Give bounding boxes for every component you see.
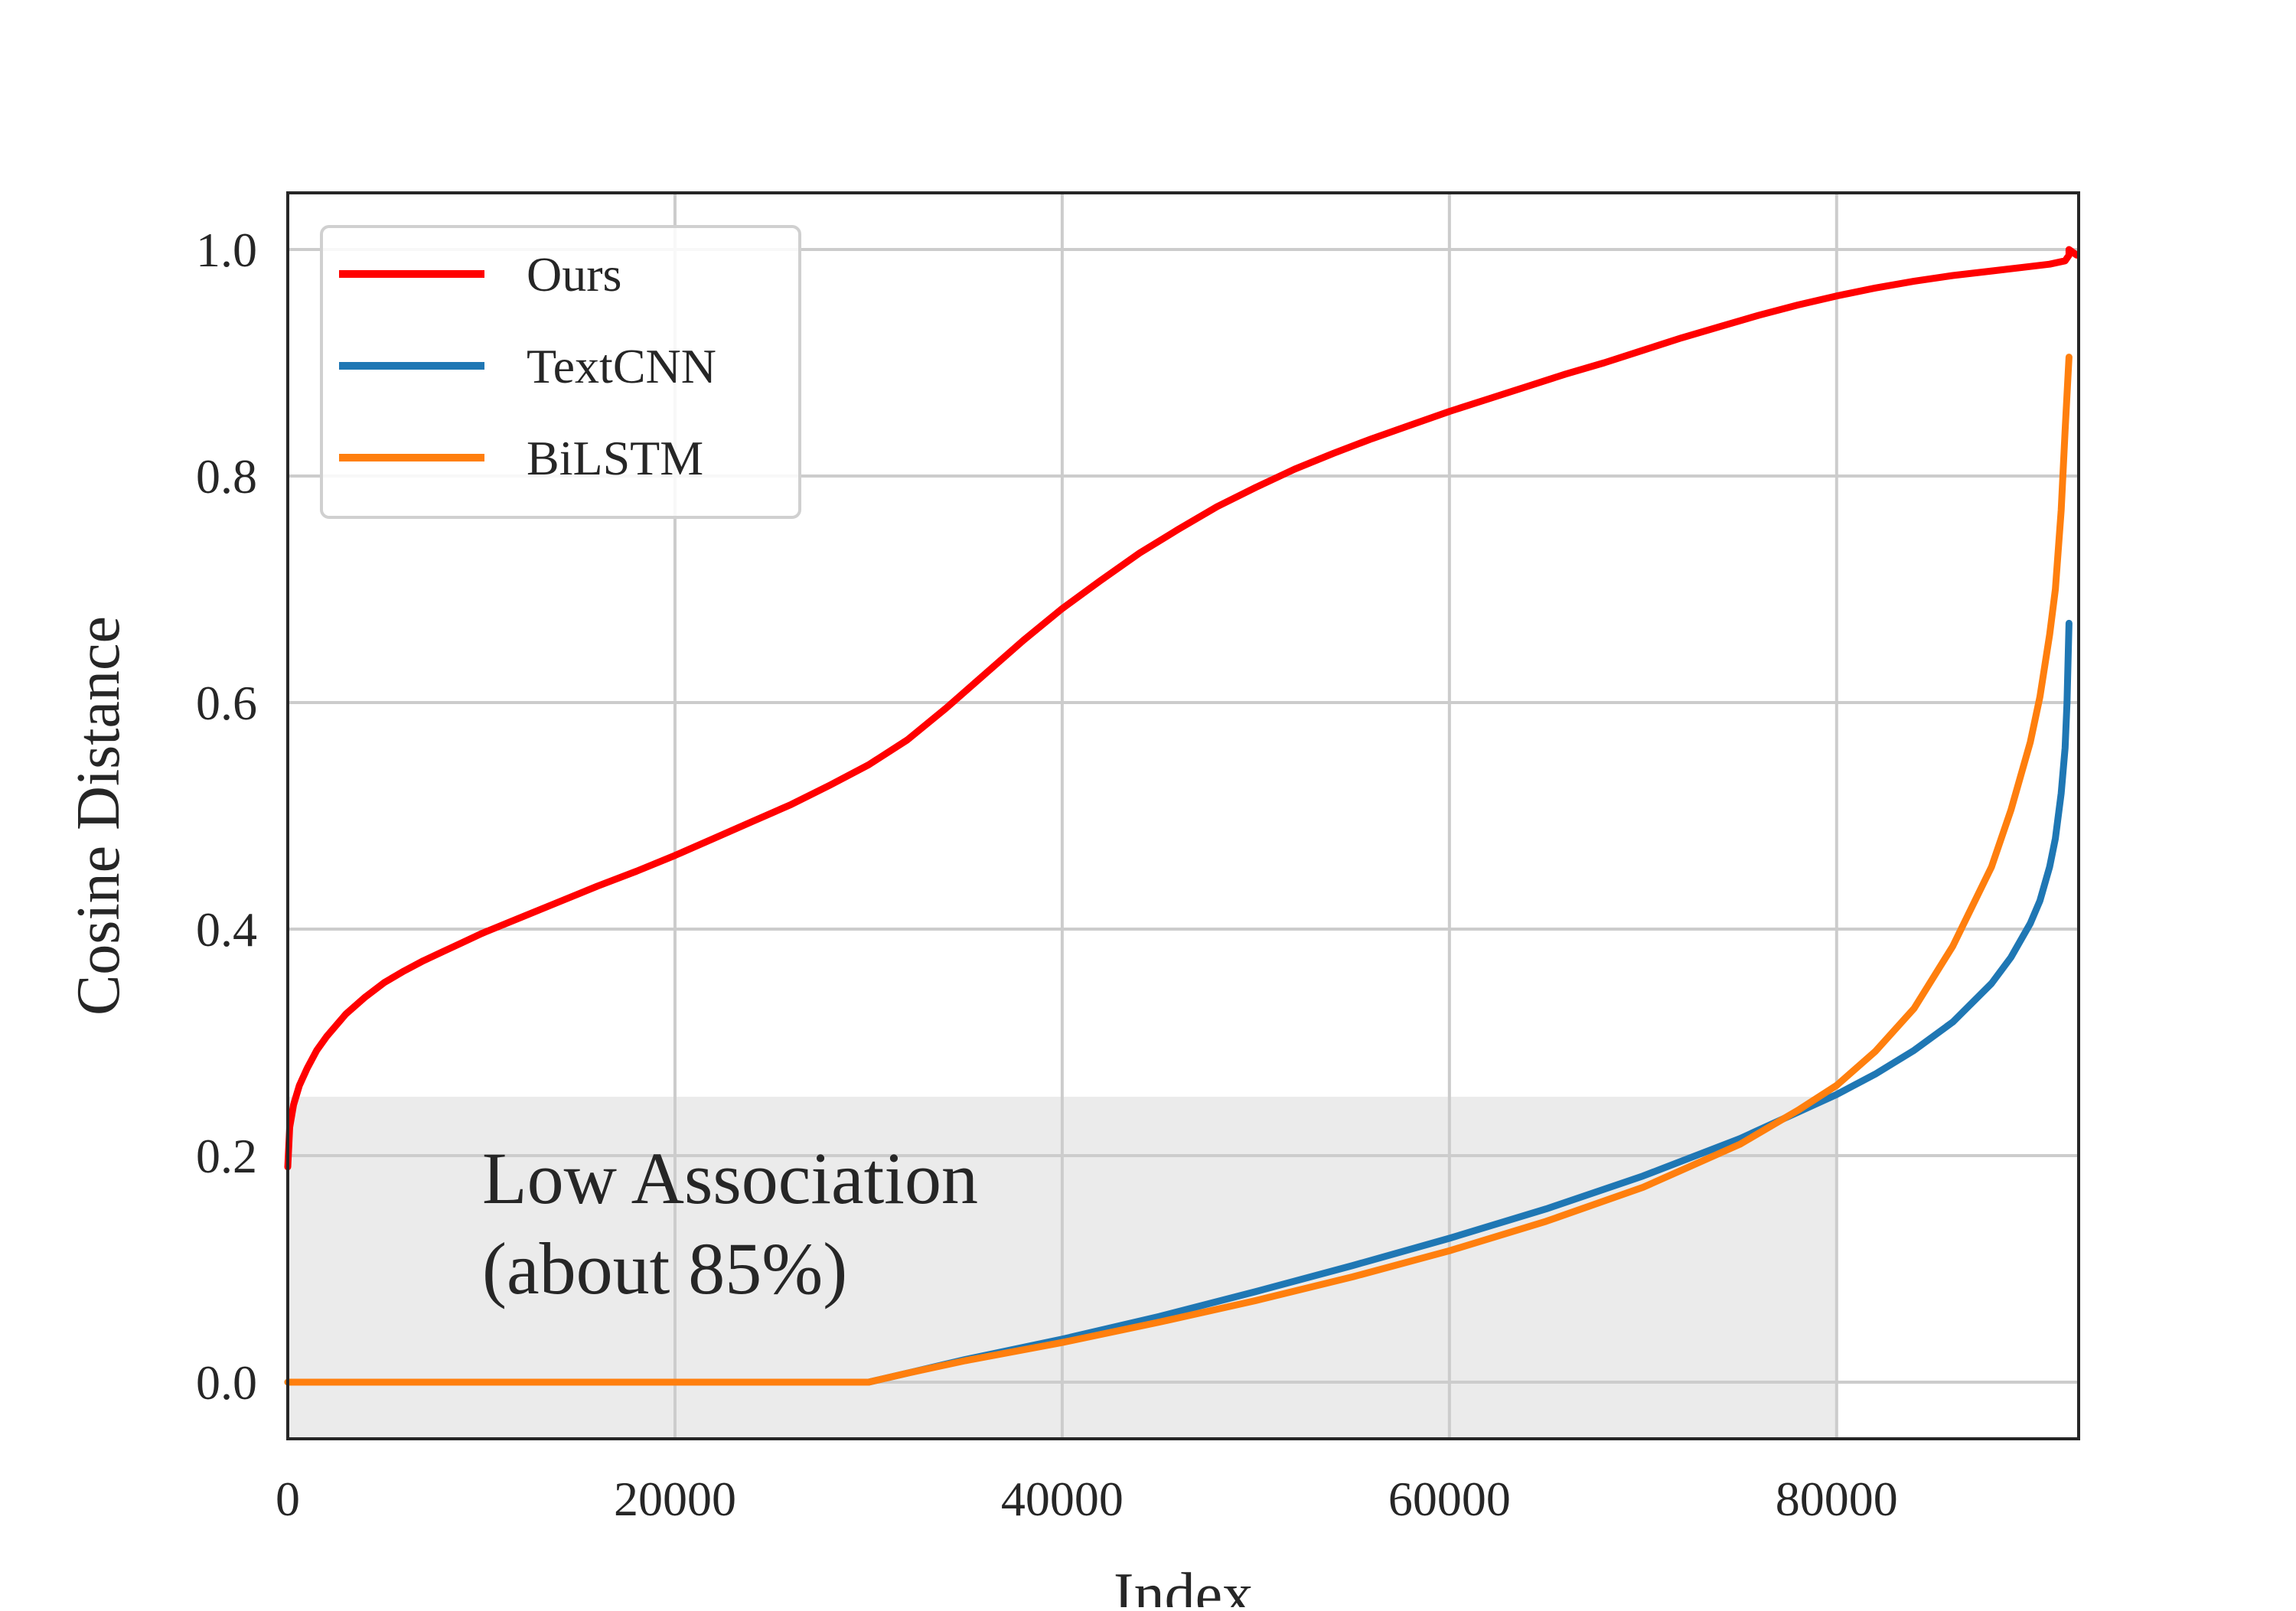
legend-label-ours: Ours xyxy=(527,247,621,302)
series-line-bilstm xyxy=(284,354,2073,1386)
y-tick-label: 0.0 xyxy=(196,1355,257,1410)
legend-label-bilstm: BiLSTM xyxy=(527,431,703,485)
annotation-percentage: (about 85%) xyxy=(482,1228,847,1309)
y-tick-label: 1.0 xyxy=(196,223,257,277)
y-tick-labels: 0.0 0.2 0.4 0.6 0.8 1.0 xyxy=(196,223,257,1410)
x-axis-title: Index xyxy=(1114,1561,1253,1607)
series-lines xyxy=(284,246,2080,1386)
legend: Ours TextCNN BiLSTM xyxy=(320,225,801,519)
y-tick-label: 0.8 xyxy=(196,449,257,504)
y-tick-label: 0.6 xyxy=(196,676,257,730)
x-tick-label: 80000 xyxy=(1776,1472,1898,1526)
legend-box xyxy=(320,225,801,519)
x-tick-labels: 0 20000 40000 60000 80000 xyxy=(276,1472,1898,1526)
y-tick-label: 0.2 xyxy=(196,1129,257,1183)
series-line-ours xyxy=(284,246,2080,1171)
x-tick-label: 0 xyxy=(276,1472,300,1526)
x-tick-label: 60000 xyxy=(1388,1472,1511,1526)
x-tick-label: 40000 xyxy=(1001,1472,1124,1526)
x-tick-label: 20000 xyxy=(614,1472,736,1526)
axes-frame xyxy=(286,191,2080,1440)
legend-label-textcnn: TextCNN xyxy=(527,339,716,393)
series-line-textcnn xyxy=(284,619,2073,1386)
y-axis-title: Cosine Distance xyxy=(65,616,132,1016)
annotation-low-association: Low Association xyxy=(482,1137,978,1219)
y-tick-label: 0.4 xyxy=(196,902,257,957)
